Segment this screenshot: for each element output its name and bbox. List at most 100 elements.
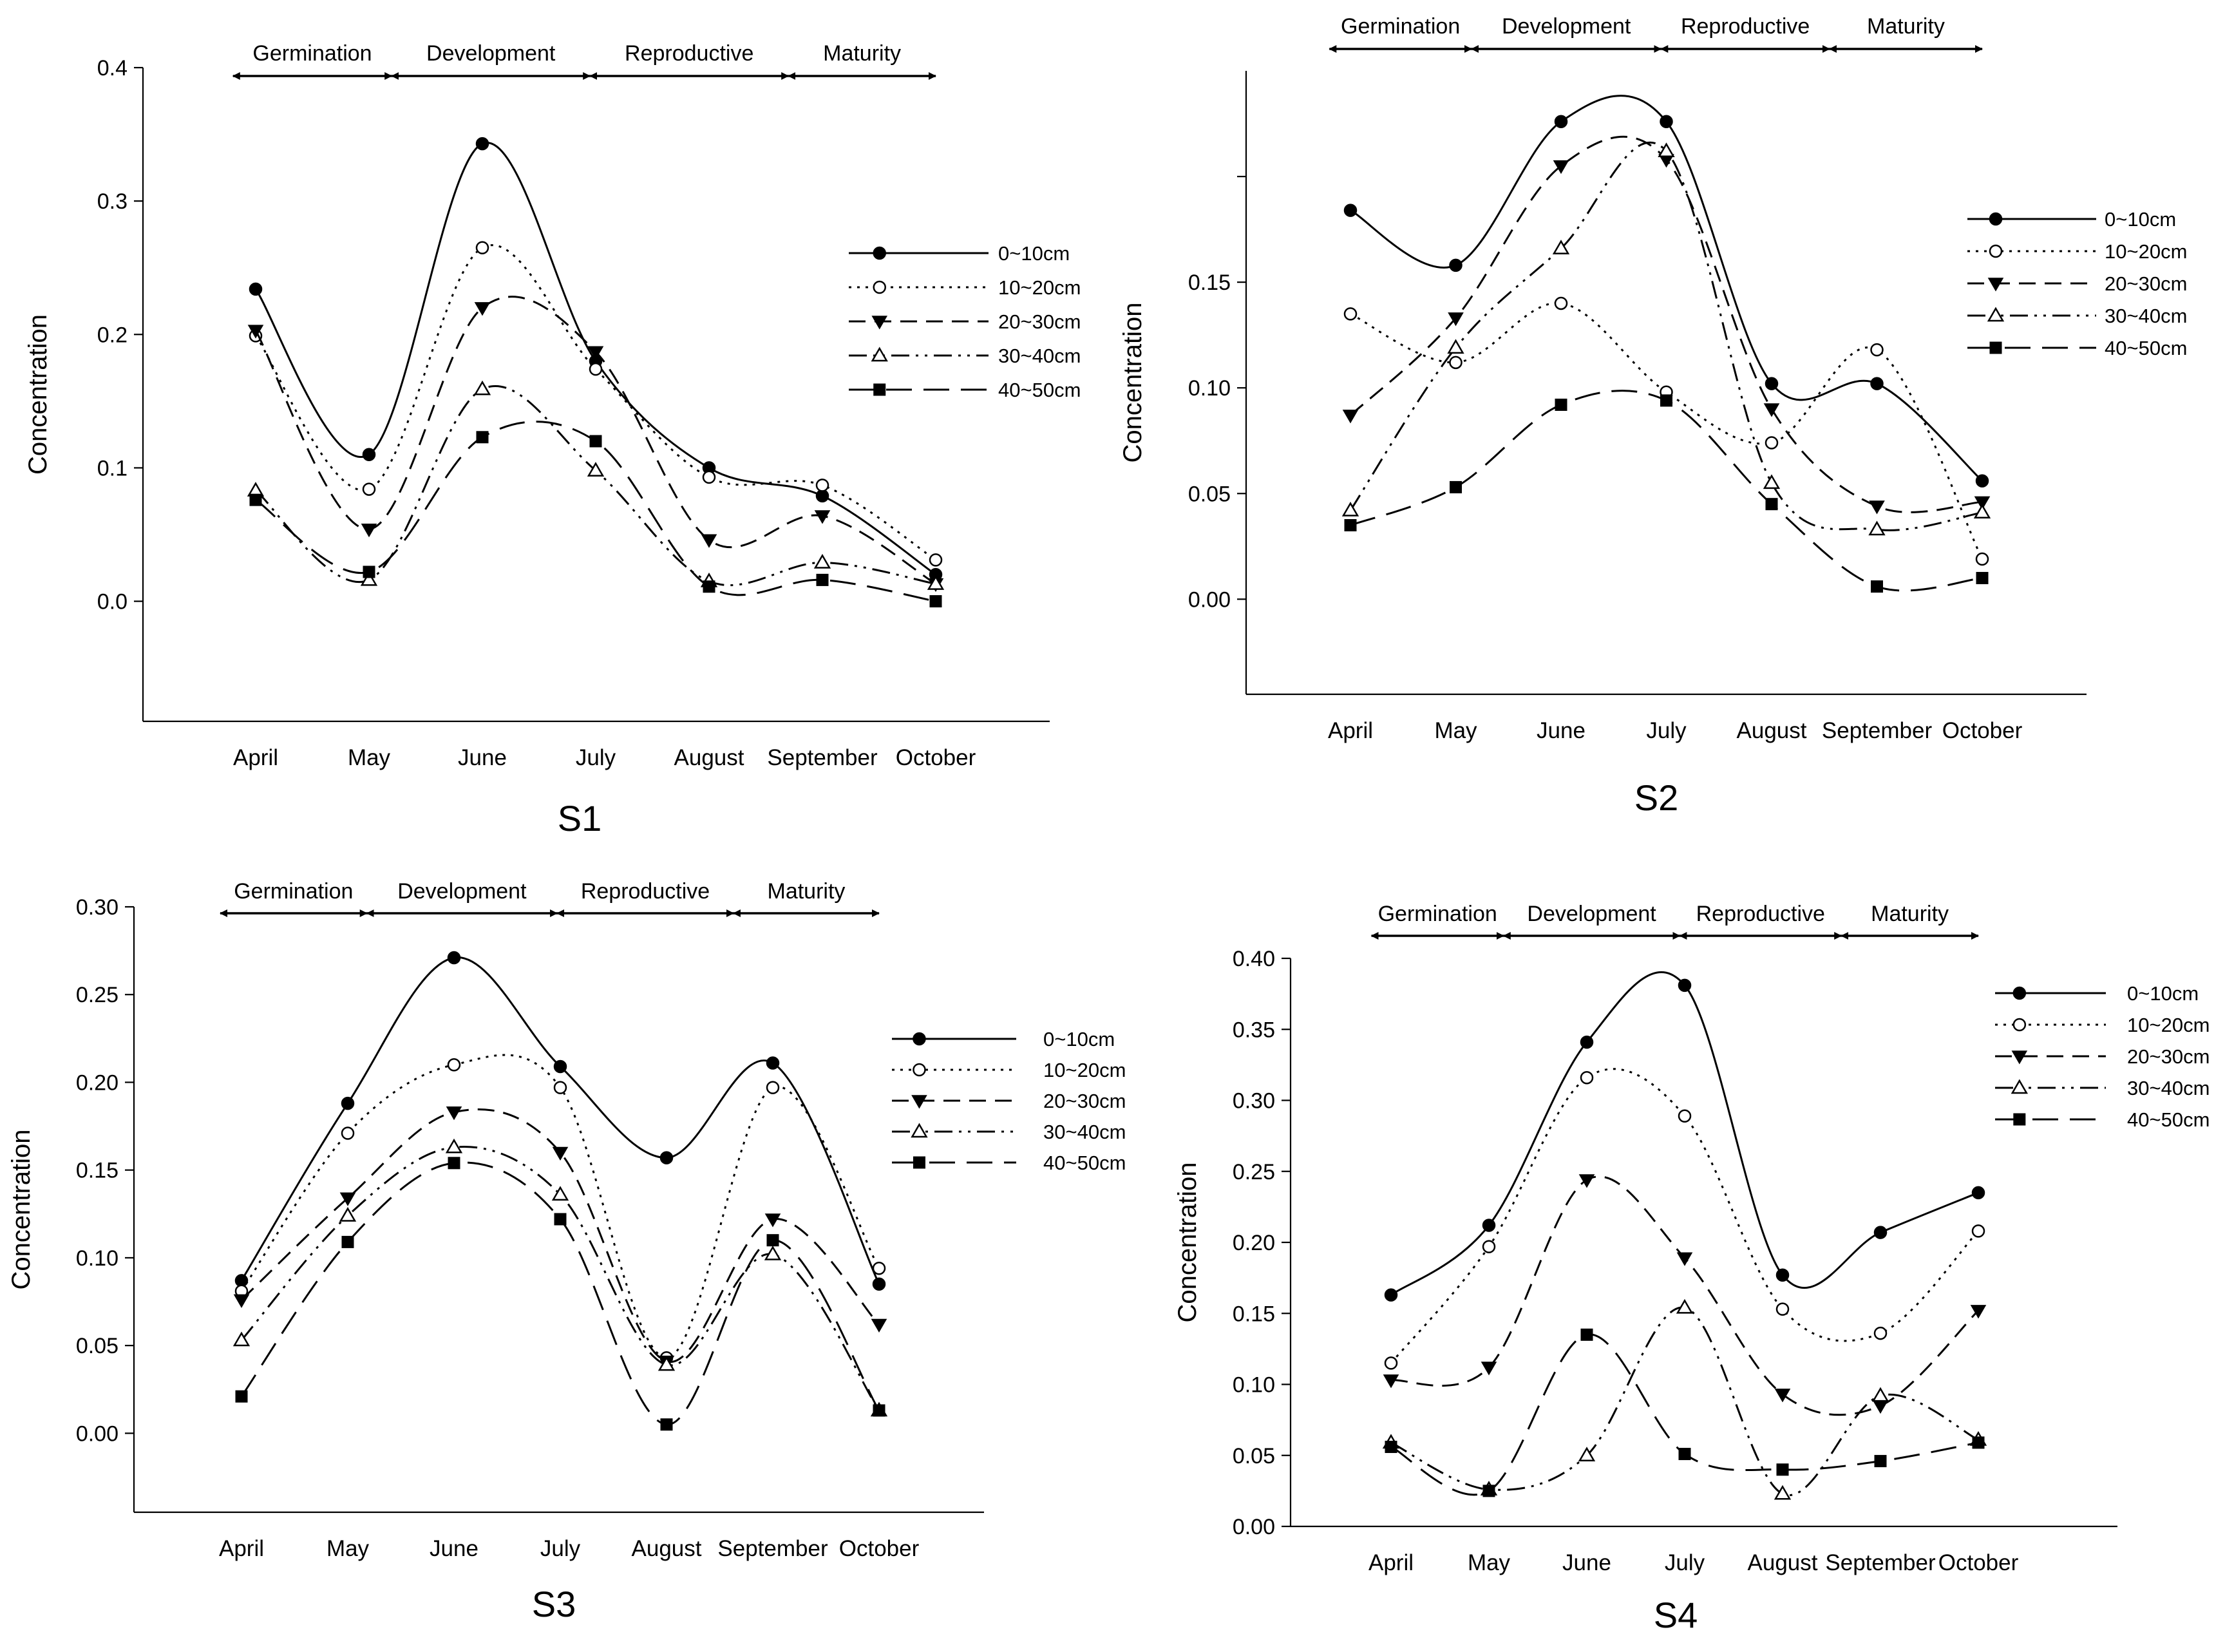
stage-label: Development [1527, 902, 1656, 926]
legend-entry: 20~30cm [892, 1090, 1126, 1112]
data-point [1449, 356, 1463, 370]
legend-marker [911, 1123, 928, 1138]
legend-entry: 30~40cm [1995, 1077, 2210, 1099]
data-point [1868, 520, 1886, 536]
legend-entry: 10~20cm [1995, 1014, 2210, 1036]
series-20-30cm [1342, 135, 1991, 515]
data-point [447, 951, 461, 965]
legend-label: 20~30cm [1043, 1090, 1126, 1112]
legend-entry: 20~30cm [1995, 1045, 2210, 1068]
stage-label: Development [397, 879, 527, 904]
data-point [1678, 1109, 1692, 1123]
legend-entry: 10~20cm [1967, 240, 2187, 263]
data-point [701, 534, 717, 548]
legend-entry: 0~10cm [1995, 982, 2199, 1005]
legend-marker [871, 316, 888, 330]
y-axis-label: Concentration [24, 314, 52, 475]
data-point [814, 510, 831, 524]
data-point [1449, 258, 1463, 272]
s2-axes: 0.00 0.05 0.10 0.15 April May June July August Se… [1119, 71, 2087, 743]
legend-label: 0~10cm [2105, 208, 2176, 231]
stage-label: Germination [1341, 14, 1460, 39]
series-line [1390, 1333, 1979, 1496]
x-tick-label: September [767, 745, 878, 770]
y-tick-label: 0.20 [1233, 1231, 1275, 1255]
legend-marker [2012, 986, 2027, 1000]
y-tick-label: 0.10 [76, 1246, 118, 1271]
y-tick-label: 0.00 [1188, 587, 1231, 612]
legend-marker [1987, 307, 2005, 322]
data-point [589, 362, 603, 376]
legend-marker [1989, 244, 2003, 258]
legend-marker [913, 1063, 926, 1077]
x-tick-label: June [430, 1536, 478, 1561]
data-point [448, 1157, 460, 1170]
stage-label: Germination [252, 41, 372, 66]
x-tick-label: July [540, 1536, 581, 1561]
x-tick-label: May [1468, 1550, 1511, 1575]
data-point [872, 1262, 886, 1275]
data-point [1872, 1400, 1889, 1414]
data-point [873, 1404, 885, 1417]
series-20-30cm [1383, 1174, 1987, 1416]
legend-marker [873, 280, 886, 294]
x-tick-label: July [576, 745, 616, 770]
legend-label: 40~50cm [2105, 337, 2187, 359]
x-tick-label: October [896, 745, 976, 770]
data-point [363, 565, 375, 578]
data-point [247, 325, 264, 339]
data-point [1448, 312, 1464, 327]
data-point [1578, 1174, 1595, 1188]
legend-label: 30~40cm [998, 345, 1081, 367]
data-point [474, 302, 491, 316]
data-point [473, 380, 491, 395]
y-tick-label: 0.10 [1233, 1373, 1275, 1398]
data-point [816, 573, 829, 586]
legend-entry: 30~40cm [849, 345, 1081, 367]
legend-entry: 0~10cm [849, 242, 1070, 265]
data-point [1973, 504, 1991, 519]
legend-label: 0~10cm [998, 242, 1070, 265]
series-40-50cm [249, 421, 942, 608]
data-point [702, 470, 716, 484]
legend-label: 10~20cm [1043, 1059, 1126, 1081]
data-point [1774, 1389, 1791, 1403]
data-point [1776, 1463, 1789, 1476]
data-point [475, 137, 489, 151]
series-line [240, 1161, 880, 1426]
data-point [813, 554, 831, 569]
y-tick-label: 0.3 [97, 189, 128, 214]
legend-marker [1987, 278, 2004, 292]
data-point [1676, 1252, 1693, 1266]
legend-entry: 40~50cm [892, 1152, 1126, 1174]
data-point [815, 489, 829, 503]
data-point [1874, 1455, 1887, 1468]
x-tick-label: July [1646, 718, 1687, 743]
stage-label: Maturity [768, 879, 846, 904]
data-point [249, 282, 263, 296]
stage-label: Reproductive [1681, 14, 1810, 39]
y-tick-label: 0.05 [1233, 1444, 1275, 1468]
data-point [553, 1081, 567, 1094]
legend-entry: 40~50cm [849, 379, 1081, 401]
s4-axes: 0.00 0.05 0.10 0.15 0.20 0.25 0.30 0.35 0.40 Apri… [1173, 947, 2117, 1575]
data-point [766, 1234, 779, 1247]
data-point [232, 1331, 251, 1347]
series-30-40cm [1382, 1298, 1987, 1500]
data-point [341, 1235, 354, 1248]
series-line [1350, 302, 1983, 560]
data-point [341, 1126, 355, 1140]
legend-marker [913, 1032, 926, 1046]
legend-marker [871, 347, 888, 362]
data-point [1384, 1356, 1398, 1370]
growth-stages: Germination Development Reproductive Maturi… [232, 41, 936, 80]
data-point [1578, 1447, 1596, 1461]
data-point [1765, 377, 1779, 390]
y-tick-label: 0.15 [1233, 1302, 1275, 1326]
y-tick-label: 0.05 [76, 1334, 118, 1358]
series-line [1390, 971, 1979, 1296]
data-point [360, 571, 378, 586]
legend-entry: 20~30cm [849, 310, 1081, 333]
stage-label: Reproductive [581, 879, 710, 904]
stage-label: Reproductive [1696, 902, 1825, 926]
